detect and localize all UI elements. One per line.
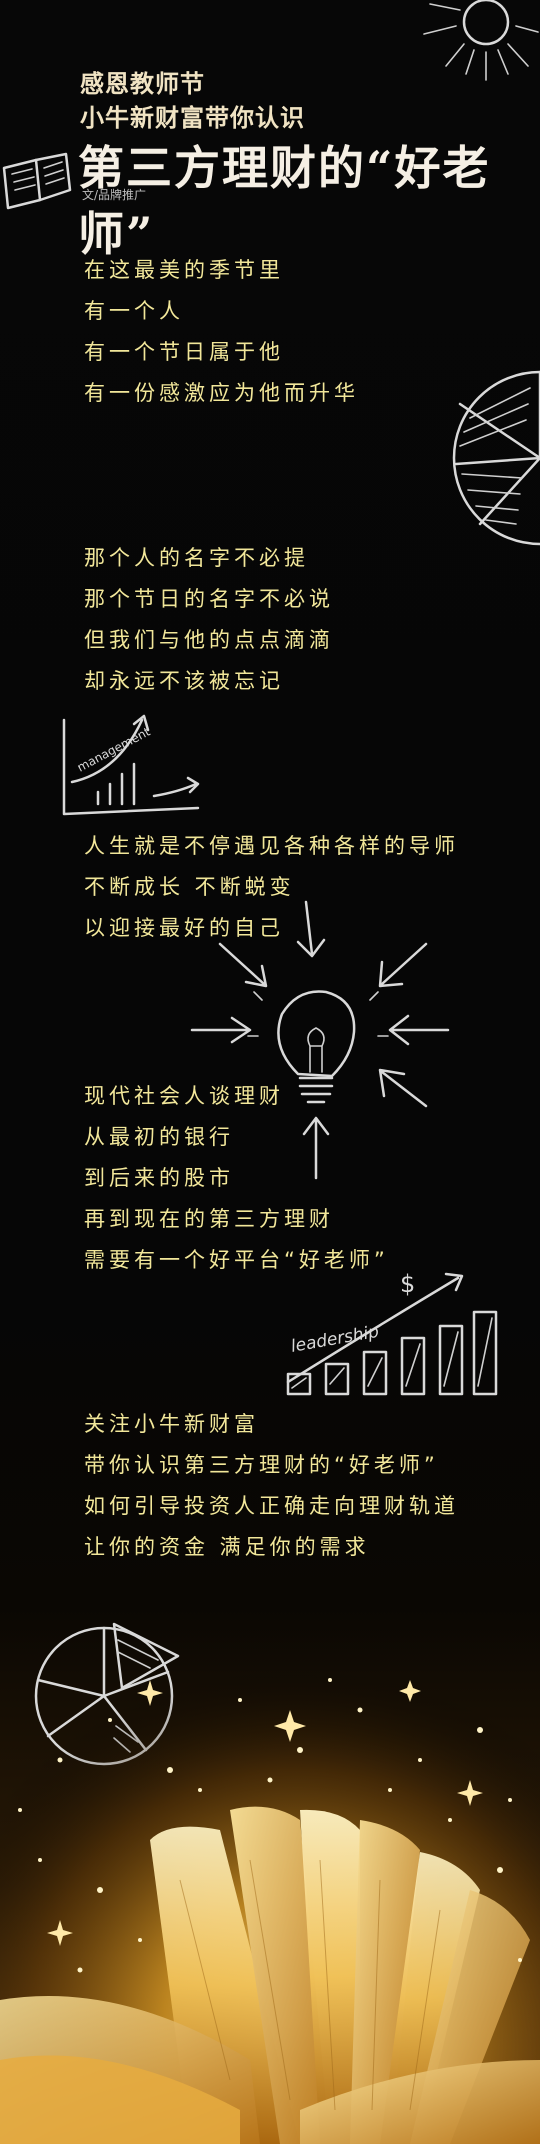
poem-line: 现代社会人谈理财 bbox=[84, 1084, 284, 1108]
stanza-3: 人生就是不停遇见各种各样的导师 不断成长 不断蜕变 以迎接最好的自己 bbox=[84, 826, 459, 949]
poem-line: 却永远不该被忘记 bbox=[84, 669, 284, 693]
lightbulb-icon bbox=[190, 900, 450, 1180]
stanza-2: 那个人的名字不必提 那个节日的名字不必说 但我们与他的点点滴滴 却永远不该被忘记 bbox=[84, 538, 334, 702]
golden-book-icon bbox=[0, 1640, 540, 2144]
poem-line: 关注小牛新财富 bbox=[84, 1412, 259, 1436]
poem-line: 带你认识第三方理财的“好老师” bbox=[84, 1453, 439, 1477]
open-book-icon bbox=[2, 152, 72, 210]
poem-line: 人生就是不停遇见各种各样的导师 bbox=[84, 834, 459, 858]
poem-line: 从最初的银行 bbox=[84, 1125, 234, 1149]
poem-line: 在这最美的季节里 bbox=[84, 258, 284, 282]
bar-chart-icon: leadership $ bbox=[286, 1270, 498, 1396]
poem-line: 那个节日的名字不必说 bbox=[84, 587, 334, 611]
header-line1: 感恩教师节 bbox=[80, 69, 205, 98]
header-line2: 小牛新财富带你认识 bbox=[80, 103, 305, 132]
sun-icon bbox=[423, 0, 539, 81]
poem-line: 有一份感激应为他而升华 bbox=[84, 381, 359, 405]
stanza-4: 现代社会人谈理财 从最初的银行 到后来的股市 再到现在的第三方理财 需要有一个好… bbox=[84, 1076, 389, 1281]
byline: 文/品牌推广 bbox=[82, 188, 147, 202]
poem-line: 那个人的名字不必提 bbox=[84, 546, 309, 570]
stanza-5: 关注小牛新财富 带你认识第三方理财的“好老师” 如何引导投资人正确走向理财轨道 … bbox=[84, 1404, 459, 1568]
pie-chart-icon bbox=[452, 370, 540, 546]
management-label: management bbox=[75, 724, 153, 774]
page-title: 第三方理财的“好老师” bbox=[78, 141, 491, 261]
stanza-1: 在这最美的季节里 有一个人 有一个节日属于他 有一份感激应为他而升华 bbox=[84, 250, 359, 414]
dollar-sign: $ bbox=[400, 1270, 415, 1298]
poem-line: 但我们与他的点点滴滴 bbox=[84, 628, 334, 652]
poem-line: 再到现在的第三方理财 bbox=[84, 1207, 334, 1231]
poem-line: 需要有一个好平台“好老师” bbox=[84, 1248, 389, 1272]
poem-line: 有一个人 bbox=[84, 299, 184, 323]
poem-line: 不断成长 不断蜕变 bbox=[84, 875, 295, 899]
poem-line: 以迎接最好的自己 bbox=[84, 916, 284, 940]
growth-chart-icon: management bbox=[62, 714, 200, 816]
poem-line: 到后来的股市 bbox=[84, 1166, 234, 1190]
poem-line: 有一个节日属于他 bbox=[84, 340, 284, 364]
poem-line: 让你的资金 满足你的需求 bbox=[84, 1535, 370, 1559]
poem-line: 如何引导投资人正确走向理财轨道 bbox=[84, 1494, 459, 1518]
